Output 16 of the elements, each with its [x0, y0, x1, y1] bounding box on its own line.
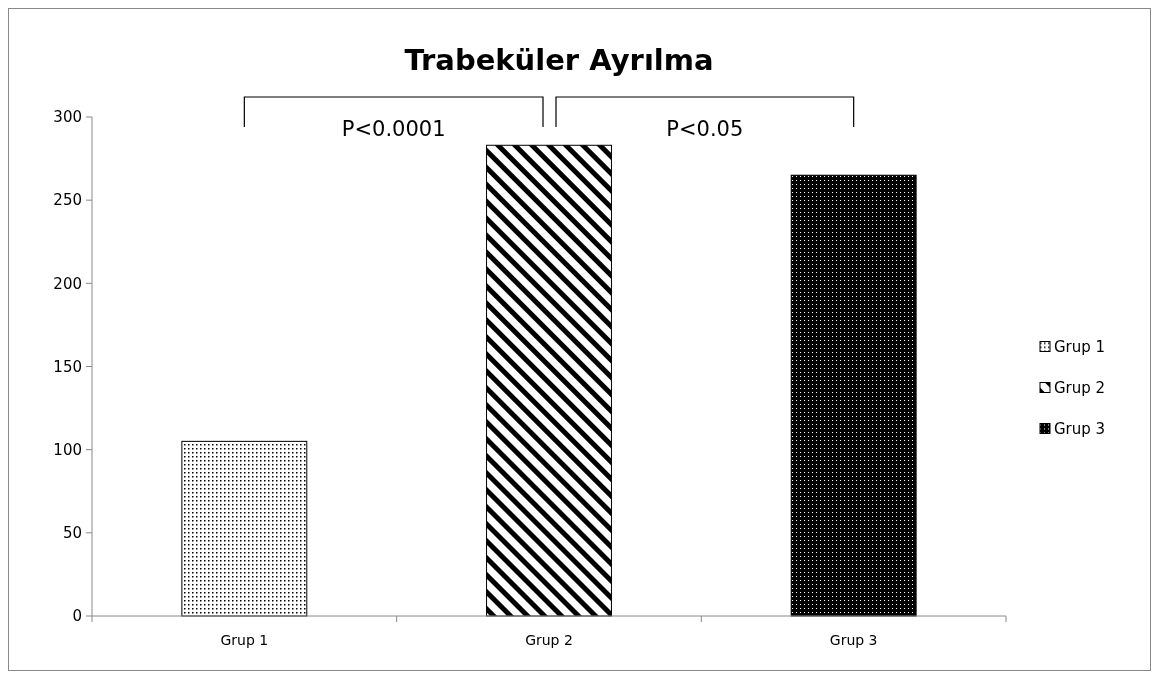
legend-label: Grup 2	[1054, 378, 1106, 397]
chart-title: Trabeküler Ayrılma	[404, 43, 714, 77]
y-tick-label: 0	[72, 607, 82, 626]
legend-label: Grup 1	[1054, 337, 1106, 356]
y-tick-label: 150	[53, 357, 82, 376]
y-tick-label: 200	[53, 274, 82, 293]
y-tick-label: 250	[53, 191, 82, 210]
annotation: P<0.05	[666, 117, 744, 141]
x-tick-label: Grup 1	[220, 632, 269, 648]
annotation: P<0.0001	[341, 117, 446, 141]
x-tick-label: Grup 2	[525, 632, 573, 648]
y-tick-label: 50	[62, 524, 82, 543]
y-tick-label: 100	[53, 440, 82, 459]
x-tick-label: Grup 3	[829, 632, 878, 648]
legend-label: Grup 3	[1054, 419, 1106, 438]
y-tick-label: 300	[53, 108, 82, 127]
